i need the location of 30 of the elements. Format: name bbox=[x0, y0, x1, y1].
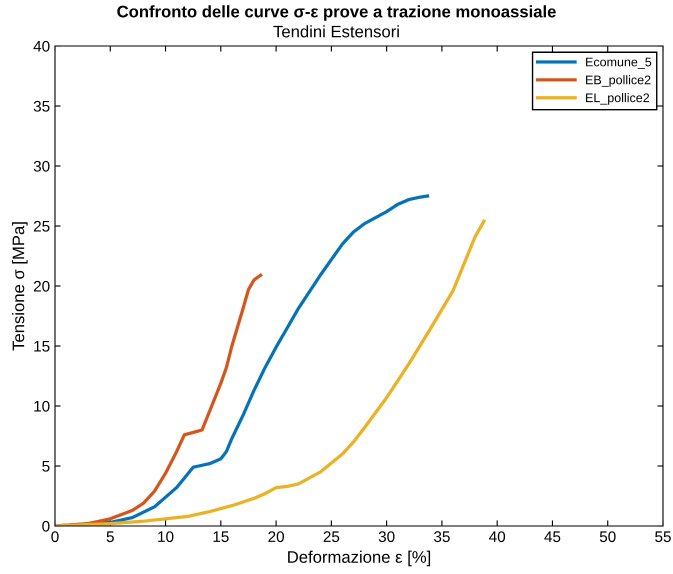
x-tick-label: 30 bbox=[378, 531, 395, 542]
chart-subtitle: Tendini Estensori bbox=[273, 25, 399, 38]
x-tick-label: 25 bbox=[324, 531, 340, 542]
x-tick-label: 35 bbox=[434, 531, 450, 542]
x-axis-title: Deformazione ε [%] bbox=[288, 550, 430, 566]
y-tick-label: 30 bbox=[34, 160, 50, 172]
y-tick-label: 25 bbox=[34, 220, 50, 232]
x-tick-label: 50 bbox=[600, 531, 616, 542]
y-tick-label: 35 bbox=[34, 100, 50, 112]
line-series bbox=[55, 274, 262, 526]
x-tick-label: 5 bbox=[106, 531, 114, 542]
x-tick-label: 45 bbox=[544, 531, 560, 542]
chart-title: Confronto delle curve σ-ε prove a trazione monoassiale bbox=[117, 5, 556, 21]
x-tick-label: 0 bbox=[51, 531, 59, 542]
legend-label: EB_pollice2 bbox=[586, 75, 650, 87]
y-tick-label: 20 bbox=[34, 280, 50, 292]
x-tick-label: 15 bbox=[213, 531, 229, 542]
x-tick-label: 20 bbox=[268, 531, 284, 542]
line-series bbox=[55, 220, 486, 526]
y-tick-label: 10 bbox=[34, 400, 50, 412]
y-tick-label: 0 bbox=[42, 520, 50, 532]
x-tick-label: 55 bbox=[655, 531, 671, 542]
legend-label: Ecomune_5 bbox=[586, 58, 652, 69]
y-tick-label: 15 bbox=[34, 341, 50, 352]
y-tick-label: 5 bbox=[42, 461, 50, 472]
x-tick-label: 40 bbox=[489, 531, 506, 542]
legend-label: EL_pollice2 bbox=[586, 93, 650, 105]
x-tick-label: 10 bbox=[158, 531, 174, 542]
y-axis-title: Tensione σ [MPa] bbox=[12, 222, 28, 351]
y-tick-label: 40 bbox=[34, 40, 50, 52]
